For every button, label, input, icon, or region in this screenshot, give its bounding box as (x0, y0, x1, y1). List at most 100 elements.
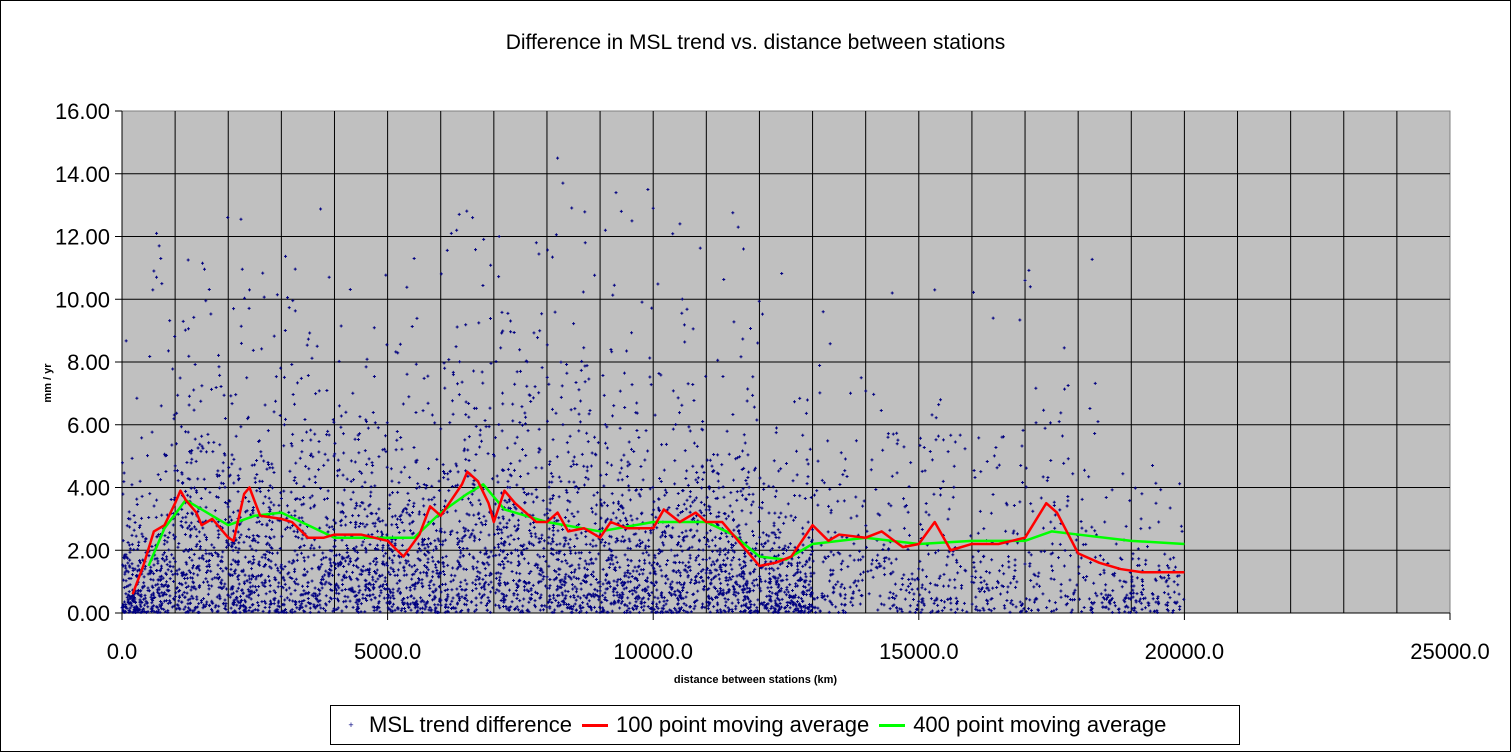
scatter-point (641, 478, 645, 482)
scatter-point (531, 513, 535, 517)
scatter-point (682, 323, 686, 327)
scatter-point (766, 539, 770, 543)
scatter-point (169, 601, 173, 605)
scatter-point (268, 590, 272, 594)
scatter-point (451, 578, 455, 582)
scatter-point (437, 572, 441, 576)
scatter-point (615, 590, 619, 594)
scatter-point (742, 247, 746, 251)
scatter-point (602, 501, 606, 505)
scatter-point (142, 584, 146, 588)
scatter-point (787, 610, 791, 614)
scatter-series (120, 156, 1186, 614)
scatter-point (625, 604, 629, 608)
scatter-point (173, 334, 177, 338)
scatter-point (423, 607, 427, 611)
scatter-point (616, 478, 620, 482)
scatter-point (491, 586, 495, 590)
scatter-point (776, 566, 780, 570)
scatter-point (345, 570, 349, 574)
scatter-point (151, 288, 155, 292)
scatter-point (756, 583, 760, 587)
scatter-point (667, 506, 671, 510)
scatter-point (392, 569, 396, 573)
scatter-point (665, 599, 669, 603)
scatter-point (497, 604, 501, 608)
scatter-point (412, 446, 416, 450)
scatter-point (505, 446, 509, 450)
scatter-point (534, 535, 538, 539)
scatter-point (702, 584, 706, 588)
scatter-point (951, 553, 955, 557)
scatter-point (854, 495, 858, 499)
scatter-point (985, 582, 989, 586)
scatter-point (608, 534, 612, 538)
scatter-point (889, 561, 893, 565)
scatter-point (879, 602, 883, 606)
scatter-point (407, 395, 411, 399)
scatter-point (1059, 595, 1063, 599)
scatter-point (585, 469, 589, 473)
scatter-point (1009, 581, 1013, 585)
scatter-point (159, 478, 163, 482)
scatter-point (665, 491, 669, 495)
scatter-point (615, 536, 619, 540)
scatter-point (962, 601, 966, 605)
scatter-point (927, 513, 931, 517)
scatter-point (365, 420, 369, 424)
scatter-point (748, 587, 752, 591)
scatter-point (190, 457, 194, 461)
scatter-point (419, 600, 423, 604)
scatter-point (1088, 407, 1092, 411)
scatter-point (1166, 592, 1170, 596)
scatter-point (155, 275, 159, 279)
scatter-point (402, 569, 406, 573)
scatter-point (307, 467, 311, 471)
scatter-point (385, 421, 389, 425)
scatter-point (481, 381, 485, 385)
scatter-point (196, 477, 200, 481)
scatter-point (627, 484, 631, 488)
scatter-point (959, 586, 963, 590)
scatter-point (585, 602, 589, 606)
scatter-point (430, 498, 434, 502)
scatter-point (816, 459, 820, 463)
scatter-point (134, 534, 138, 538)
scatter-point (514, 507, 518, 511)
scatter-point (176, 393, 180, 397)
scatter-point (176, 545, 180, 549)
scatter-point (1002, 572, 1006, 576)
scatter-point (1049, 458, 1053, 462)
scatter-point (419, 549, 423, 553)
scatter-point (1028, 564, 1032, 568)
scatter-point (516, 563, 520, 567)
scatter-point (136, 569, 140, 573)
scatter-point (270, 528, 274, 532)
scatter-point (143, 596, 147, 600)
scatter-point (324, 609, 328, 613)
scatter-point (497, 235, 501, 238)
scatter-point (481, 577, 485, 581)
scatter-point (288, 575, 292, 579)
scatter-point (524, 453, 528, 457)
scatter-point (500, 592, 504, 596)
x-tick-label: 25000.0 (1410, 639, 1490, 664)
scatter-point (177, 542, 181, 546)
scatter-point (891, 592, 895, 596)
y-tick-label: 12.00 (55, 225, 110, 250)
scatter-point (703, 503, 707, 507)
scatter-point (226, 505, 230, 509)
scatter-point (688, 510, 692, 514)
scatter-point (575, 463, 579, 467)
scatter-point (952, 464, 956, 468)
scatter-point (666, 559, 670, 563)
scatter-point (680, 531, 684, 535)
scatter-point (322, 463, 326, 467)
scatter-point (757, 505, 761, 509)
scatter-point (638, 545, 642, 549)
scatter-point (527, 571, 531, 575)
scatter-point (765, 594, 769, 598)
scatter-point (560, 583, 564, 587)
scatter-point (246, 588, 250, 592)
scatter-point (1103, 520, 1107, 524)
